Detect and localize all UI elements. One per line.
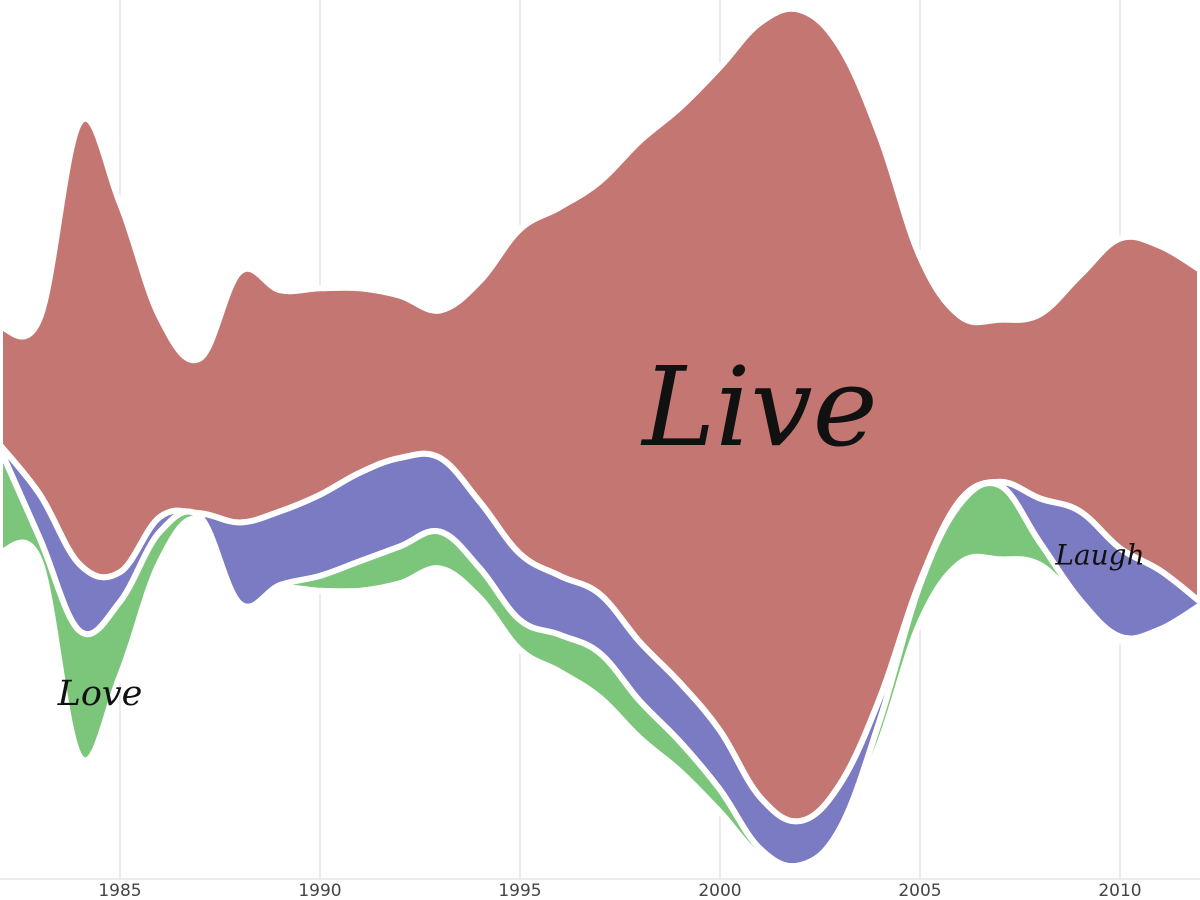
series-labels: Live Love Laugh bbox=[57, 343, 1145, 714]
tick-label-1985: 1985 bbox=[98, 881, 141, 900]
streams bbox=[0, 5, 1200, 874]
label-live: Live bbox=[640, 343, 877, 471]
x-axis-ticks: 1985 1990 1995 2000 2005 2010 bbox=[98, 881, 1141, 900]
label-laugh: Laugh bbox=[1054, 539, 1144, 572]
tick-label-2010: 2010 bbox=[1098, 881, 1141, 900]
stream-love bbox=[0, 445, 1200, 874]
tick-label-2000: 2000 bbox=[698, 881, 741, 900]
label-love: Love bbox=[57, 674, 143, 714]
tick-label-2005: 2005 bbox=[898, 881, 941, 900]
tick-label-1990: 1990 bbox=[298, 881, 341, 900]
tick-label-1995: 1995 bbox=[498, 881, 541, 900]
